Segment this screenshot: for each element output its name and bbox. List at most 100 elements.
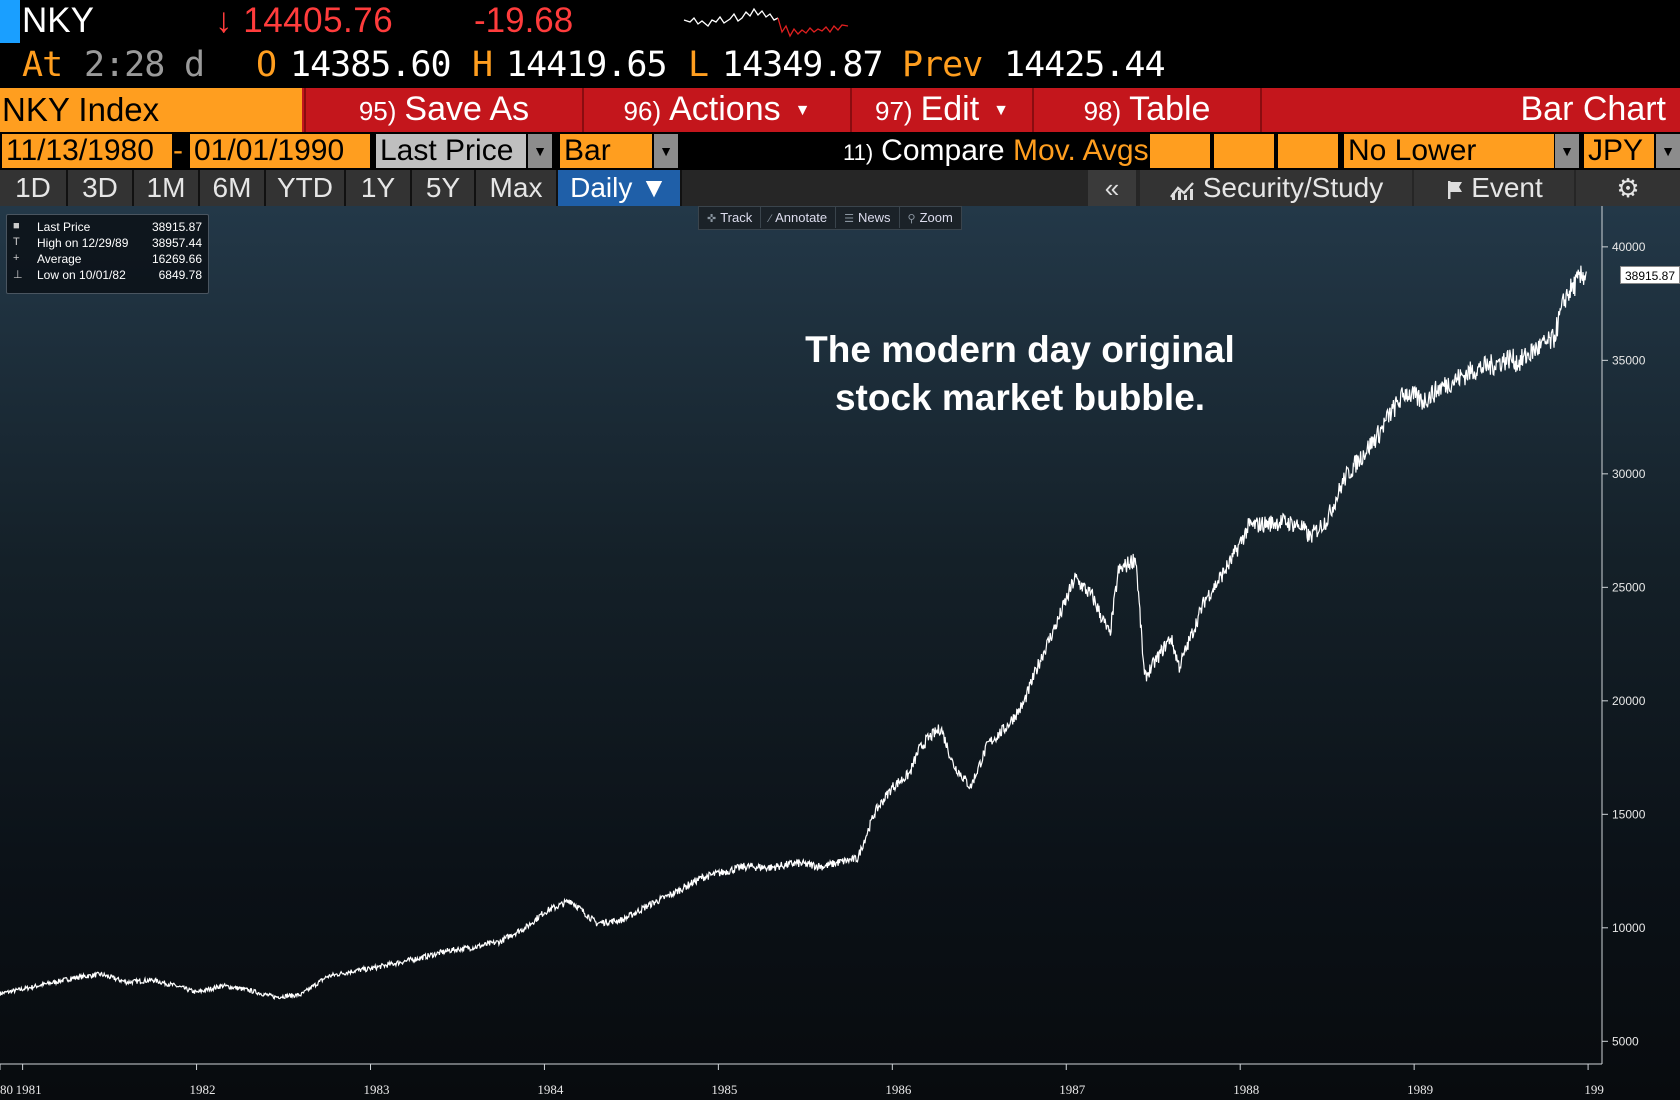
period-1m[interactable]: 1M [134, 170, 200, 206]
low-value: 14349.87 [722, 45, 884, 85]
y-tick-label: 20000 [1612, 694, 1646, 708]
news-label: News [858, 210, 891, 225]
y-tick-label: 15000 [1612, 807, 1646, 821]
event-label: Event [1471, 172, 1543, 203]
security-study-button[interactable]: Security/Study [1140, 170, 1412, 206]
x-tick-label: 1986 [885, 1082, 912, 1097]
compare-button[interactable]: 11) Compare [843, 134, 1005, 170]
time-suffix: d [184, 45, 205, 85]
legend-key: T [13, 236, 20, 248]
chart-type-title: Bar Chart [1520, 90, 1667, 128]
date-range-dash: - [173, 134, 183, 167]
event-button[interactable]: Event [1414, 170, 1574, 206]
y-tick-label: 25000 [1612, 580, 1646, 594]
function-bar: NKY Index 95) Save As 96) Actions ▼ 97) Edit… [0, 88, 1680, 132]
chevron-down-icon[interactable]: ▼ [1656, 134, 1680, 168]
period-bar: 1D 3D 1M 6M YTD 1Y 5Y Max Daily ▼ « Secu… [0, 170, 1680, 206]
period-1y[interactable]: 1Y [346, 170, 412, 206]
x-tick-label: 1985 [711, 1082, 737, 1097]
security-field[interactable]: NKY Index [0, 88, 302, 132]
y-tick-label: 40000 [1612, 240, 1646, 254]
zoom-button[interactable]: ⚲ Zoom [900, 207, 961, 228]
style-select[interactable]: Bar [560, 134, 652, 168]
chart-tools: ✜ Track ∕ Annotate ☰ News ⚲ Zoom [698, 206, 962, 230]
chevron-down-icon[interactable]: ▼ [528, 134, 552, 168]
ticker-symbol[interactable]: NKY [22, 1, 94, 40]
end-date-field[interactable]: 01/01/1990 [190, 134, 370, 168]
edit-number: 97) [874, 96, 913, 126]
open-label: O [256, 45, 277, 85]
chart-type-area [1260, 88, 1680, 132]
track-label: Track [720, 210, 753, 225]
ticker-header: NKY ↓ 14405.76 -19.68 [0, 0, 1680, 45]
low-label: L [688, 45, 709, 85]
field-select[interactable]: Last Price [376, 134, 526, 168]
start-date-field[interactable]: 11/13/1980 [2, 134, 172, 168]
annotation-line-2: stock market bubble. [834, 377, 1206, 418]
edit-menu[interactable]: 97) Edit ▼ [850, 88, 1032, 132]
legend-key: ⊥ [13, 269, 23, 281]
price-change: -19.68 [474, 1, 574, 40]
legend-value: 38957.44 [151, 236, 202, 250]
actions-menu[interactable]: 96) Actions ▼ [582, 88, 850, 132]
legend-row[interactable]: ⊥ Low on 10/01/82 6849.78 [13, 268, 202, 284]
open-value: 14385.60 [290, 45, 452, 85]
table-label: Table [1129, 90, 1211, 128]
legend-value: 16269.66 [151, 252, 202, 266]
moving-average-field-3[interactable] [1278, 134, 1338, 168]
chart-study-icon [1169, 181, 1194, 200]
x-tick-label: 1989 [1407, 1082, 1433, 1097]
annotate-button[interactable]: ∕ Annotate [761, 207, 837, 228]
flag-icon [1448, 180, 1463, 199]
pencil-icon: ∕ [769, 213, 772, 225]
lower-chart-select[interactable]: No Lower Chart [1344, 134, 1554, 201]
currency-select[interactable]: JPY [1584, 134, 1654, 168]
actions-number: 96) [623, 96, 662, 126]
y-tick-label: 5000 [1612, 1034, 1639, 1048]
security-study-label: Security/Study [1202, 172, 1384, 203]
moving-average-field-2[interactable] [1214, 134, 1274, 168]
caret-down-icon: ▼ [794, 102, 811, 120]
table-button[interactable]: 98) Table [1032, 88, 1260, 132]
legend-label: Last Price [37, 220, 91, 234]
period-5y[interactable]: 5Y [412, 170, 476, 206]
period-6m[interactable]: 6M [200, 170, 266, 206]
period-1d[interactable]: 1D [0, 170, 68, 206]
magnifier-icon: ⚲ [907, 213, 916, 225]
compare-label: Compare [881, 134, 1005, 167]
legend-key: ■ [13, 220, 20, 232]
save-as-button[interactable]: 95) Save As [304, 88, 582, 132]
y-tick-label: 30000 [1612, 467, 1646, 481]
x-tick-label: 1987 [1059, 1082, 1086, 1097]
legend-row[interactable]: + Average 16269.66 [13, 252, 202, 268]
period-3d[interactable]: 3D [68, 170, 134, 206]
period-max[interactable]: Max [476, 170, 558, 206]
chevron-down-icon[interactable]: ▼ [654, 134, 678, 168]
legend-key: + [13, 252, 20, 264]
period-ytd[interactable]: YTD [266, 170, 346, 206]
high-value: 14419.65 [506, 45, 668, 85]
legend-row[interactable]: T High on 12/29/89 38957.44 [13, 236, 202, 252]
track-button[interactable]: ✜ Track [699, 207, 762, 228]
frequency-dropdown[interactable]: Daily ▼ [558, 170, 682, 206]
chart-annotation[interactable]: The modern day original stock market bub… [760, 326, 1280, 422]
news-button[interactable]: ☰ News [836, 207, 900, 228]
legend-label: Average [37, 252, 82, 266]
gear-icon[interactable]: ⚙ [1576, 170, 1680, 206]
x-tick-label: 1983 [363, 1082, 389, 1097]
x-tick-label: 1982 [190, 1082, 216, 1097]
zoom-label: Zoom [919, 210, 953, 225]
price-chart[interactable]: 5000 10000 15000 20000 25000 30000 35000 40000 8… [0, 206, 1680, 1100]
legend-value: 6849.78 [158, 268, 202, 282]
legend-row[interactable]: ■ Last Price 38915.87 [13, 220, 202, 236]
collapse-icon[interactable]: « [1088, 170, 1136, 206]
moving-average-field-1[interactable] [1150, 134, 1210, 168]
save-as-label: Save As [404, 90, 530, 128]
chevron-down-icon[interactable]: ▼ [1555, 134, 1579, 168]
moving-averages-label: Mov. Avgs [1013, 134, 1149, 167]
legend-label: High on 12/29/89 [37, 236, 129, 250]
at-label: At [22, 45, 63, 85]
chart-area[interactable]: 5000 10000 15000 20000 25000 30000 35000 40000 8… [0, 206, 1680, 1100]
y-tick-label: 35000 [1612, 353, 1646, 367]
chart-legend[interactable]: ■ Last Price 38915.87 T High on 12/29/89… [6, 214, 209, 294]
